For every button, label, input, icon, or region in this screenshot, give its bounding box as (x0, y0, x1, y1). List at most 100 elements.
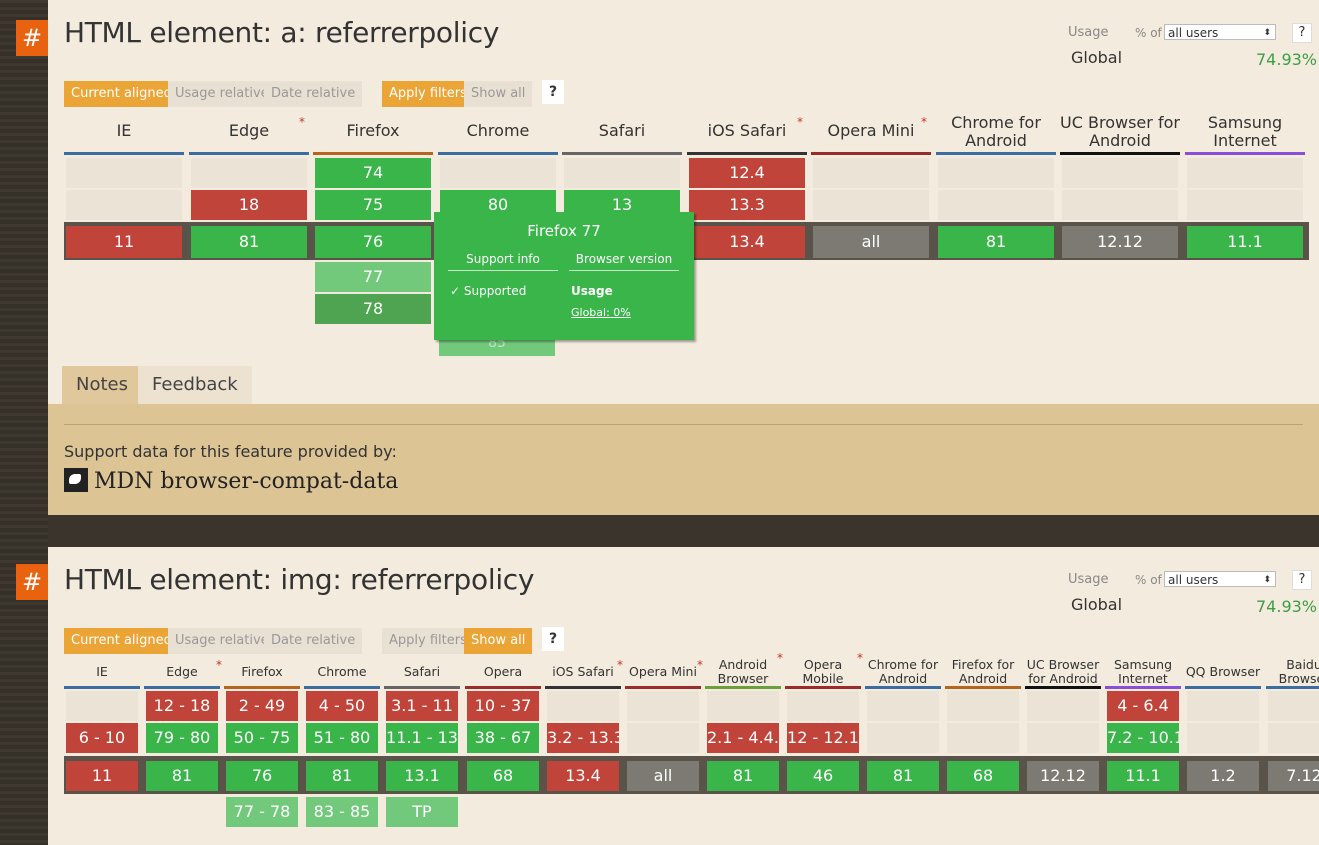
support-cell[interactable] (1187, 190, 1303, 220)
support-cell[interactable]: 13.1 (386, 761, 458, 791)
support-cell[interactable] (813, 158, 929, 188)
support-cell[interactable]: 12 - 12.1 (787, 723, 859, 753)
anchor-link-a[interactable]: # (16, 20, 48, 56)
support-cell[interactable]: 81 (938, 226, 1054, 258)
support-cell[interactable] (440, 158, 556, 188)
support-cell[interactable] (66, 190, 182, 220)
support-cell[interactable]: 11.1 (1187, 226, 1303, 258)
support-cell[interactable] (787, 691, 859, 721)
support-cell[interactable]: 6 - 10 (66, 723, 138, 753)
current-aligned-button[interactable]: Current aligned (64, 628, 179, 654)
support-cell[interactable]: 7.12 (1268, 761, 1319, 791)
tab-feedback[interactable]: Feedback (138, 366, 252, 404)
support-cell[interactable]: TP (386, 797, 458, 827)
tooltip-global-usage-link[interactable]: Global: 0% (571, 306, 631, 319)
support-cell[interactable]: 77 - 78 (226, 797, 298, 827)
support-cell[interactable] (564, 158, 680, 188)
support-cell[interactable] (947, 691, 1019, 721)
support-cell[interactable] (1187, 691, 1259, 721)
support-cell[interactable] (547, 691, 619, 721)
show-all-button[interactable]: Show all (464, 628, 533, 654)
usage-relative-button[interactable]: Usage relative (168, 81, 276, 107)
support-cell[interactable]: 83 - 85 (306, 797, 378, 827)
support-cell[interactable]: 81 (306, 761, 378, 791)
apply-filters-button[interactable]: Apply filters (382, 628, 474, 654)
usage-relative-button[interactable]: Usage relative (168, 628, 276, 654)
support-cell[interactable] (1062, 190, 1178, 220)
support-cell[interactable] (938, 158, 1054, 188)
support-cell[interactable]: 81 (707, 761, 779, 791)
support-cell[interactable] (867, 723, 939, 753)
support-cell[interactable]: 81 (146, 761, 218, 791)
support-cell[interactable]: 3.2 - 13.3 (547, 723, 619, 753)
support-cell[interactable]: 68 (947, 761, 1019, 791)
support-cell[interactable]: 12 - 18 (146, 691, 218, 721)
support-cell[interactable] (707, 691, 779, 721)
support-cell[interactable]: 13.4 (689, 226, 805, 258)
anchor-link-img[interactable]: # (16, 564, 48, 600)
support-cell[interactable] (1268, 723, 1319, 753)
support-cell[interactable] (627, 723, 699, 753)
support-cell[interactable]: 78 (315, 294, 431, 324)
support-cell[interactable]: 76 (315, 226, 431, 258)
support-cell[interactable] (867, 691, 939, 721)
support-cell[interactable]: 13.3 (689, 190, 805, 220)
support-cell[interactable]: 38 - 67 (467, 723, 539, 753)
support-cell[interactable]: all (627, 761, 699, 791)
support-cell[interactable]: 18 (191, 190, 307, 220)
support-cell[interactable] (1187, 158, 1303, 188)
support-cell[interactable]: 12.4 (689, 158, 805, 188)
support-cell[interactable] (1062, 158, 1178, 188)
usage-help-button[interactable]: ? (1292, 23, 1312, 43)
support-cell[interactable]: 79 - 80 (146, 723, 218, 753)
support-cell[interactable] (1268, 691, 1319, 721)
support-cell[interactable]: 10 - 37 (467, 691, 539, 721)
support-cell[interactable]: 4 - 6.4 (1107, 691, 1179, 721)
support-cell[interactable] (66, 691, 138, 721)
users-select[interactable]: all users ⬍ (1164, 24, 1276, 40)
apply-filters-button[interactable]: Apply filters (382, 81, 474, 107)
support-cell[interactable]: 11 (66, 226, 182, 258)
support-cell[interactable]: 46 (787, 761, 859, 791)
support-cell[interactable]: 76 (226, 761, 298, 791)
support-cell[interactable]: 1.2 (1187, 761, 1259, 791)
support-cell[interactable]: 75 (315, 190, 431, 220)
support-cell[interactable] (1027, 691, 1099, 721)
usage-help-button[interactable]: ? (1292, 570, 1312, 590)
filters-help-button[interactable]: ? (542, 80, 564, 104)
support-cell[interactable] (191, 158, 307, 188)
support-cell[interactable]: 12.12 (1062, 226, 1178, 258)
mdn-link[interactable]: MDN browser-compat-data (64, 468, 398, 494)
support-cell[interactable] (1027, 723, 1099, 753)
date-relative-button[interactable]: Date relative (264, 81, 363, 107)
support-cell[interactable]: all (813, 226, 929, 258)
support-cell[interactable] (947, 723, 1019, 753)
support-cell[interactable]: 68 (467, 761, 539, 791)
support-cell[interactable]: 13.4 (547, 761, 619, 791)
support-cell[interactable] (66, 158, 182, 188)
support-cell[interactable] (938, 190, 1054, 220)
support-cell[interactable] (1187, 723, 1259, 753)
current-aligned-button[interactable]: Current aligned (64, 81, 179, 107)
support-cell[interactable]: 3.1 - 11 (386, 691, 458, 721)
support-cell[interactable]: 11.1 - 13 (386, 723, 458, 753)
support-cell[interactable]: 11.1 (1107, 761, 1179, 791)
support-cell[interactable]: 7.2 - 10.1 (1107, 723, 1179, 753)
support-cell[interactable]: 2.1 - 4.4.4 (707, 723, 779, 753)
support-cell[interactable]: 81 (867, 761, 939, 791)
users-select[interactable]: all users ⬍ (1164, 571, 1276, 587)
filters-help-button[interactable]: ? (542, 627, 564, 651)
support-cell[interactable] (813, 190, 929, 220)
support-cell[interactable]: 51 - 80 (306, 723, 378, 753)
tab-notes[interactable]: Notes (62, 366, 142, 404)
support-cell[interactable]: 74 (315, 158, 431, 188)
support-cell[interactable]: 12.12 (1027, 761, 1099, 791)
support-cell[interactable]: 4 - 50 (306, 691, 378, 721)
show-all-button[interactable]: Show all (464, 81, 533, 107)
support-cell[interactable]: 77 (315, 262, 431, 292)
support-cell[interactable]: 50 - 75 (226, 723, 298, 753)
support-cell[interactable]: 81 (191, 226, 307, 258)
support-cell[interactable] (627, 691, 699, 721)
support-cell[interactable]: 11 (66, 761, 138, 791)
support-cell[interactable]: 2 - 49 (226, 691, 298, 721)
